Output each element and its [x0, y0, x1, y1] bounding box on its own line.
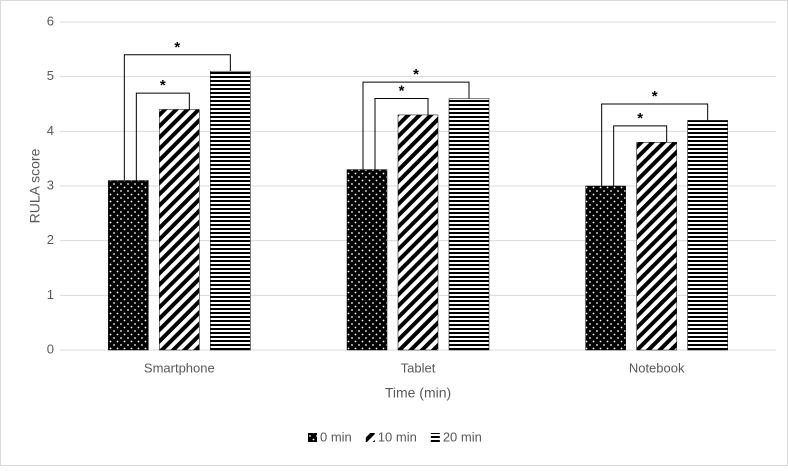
significance-bracket	[601, 103, 709, 186]
bar	[397, 114, 439, 351]
significance-label: *	[652, 88, 658, 105]
bar	[687, 120, 728, 351]
x-axis-title: Time (min)	[385, 385, 451, 401]
significance-bracket	[123, 54, 231, 181]
bar	[585, 185, 626, 351]
x-tick-label: Notebook	[629, 360, 685, 375]
y-tick-label: 0	[47, 341, 54, 356]
legend: 0 min 10 min 20 min	[308, 429, 482, 444]
bar	[448, 98, 490, 351]
bar	[108, 180, 149, 351]
significance-label: *	[160, 77, 166, 94]
significance-bracket	[374, 98, 429, 170]
bar	[346, 169, 388, 351]
significance-bracket	[613, 125, 668, 186]
significance-bracket	[135, 92, 190, 181]
significance-label: *	[174, 39, 180, 56]
significance-label: *	[413, 66, 419, 83]
bar	[210, 70, 251, 351]
significance-bracket	[362, 81, 470, 170]
legend-swatch	[365, 433, 375, 442]
x-tick-label: Tablet	[401, 360, 436, 375]
y-tick-label: 4	[47, 123, 54, 138]
legend-swatch	[430, 433, 440, 442]
bar	[159, 109, 200, 351]
bar	[636, 142, 677, 351]
legend-label: 20 min	[443, 429, 482, 444]
y-tick-label: 2	[47, 232, 54, 247]
significance-label: *	[399, 83, 405, 100]
y-tick-label: 6	[47, 13, 54, 28]
significance-label: *	[637, 110, 643, 127]
y-axis-title: RULA score	[27, 148, 43, 223]
y-tick-label: 3	[47, 177, 54, 192]
legend-label: 0 min	[320, 429, 352, 444]
legend-label: 10 min	[378, 429, 417, 444]
y-tick-label: 5	[47, 68, 54, 83]
legend-swatch	[308, 433, 317, 442]
x-tick-label: Smartphone	[144, 360, 215, 375]
y-tick-label: 1	[47, 287, 54, 302]
